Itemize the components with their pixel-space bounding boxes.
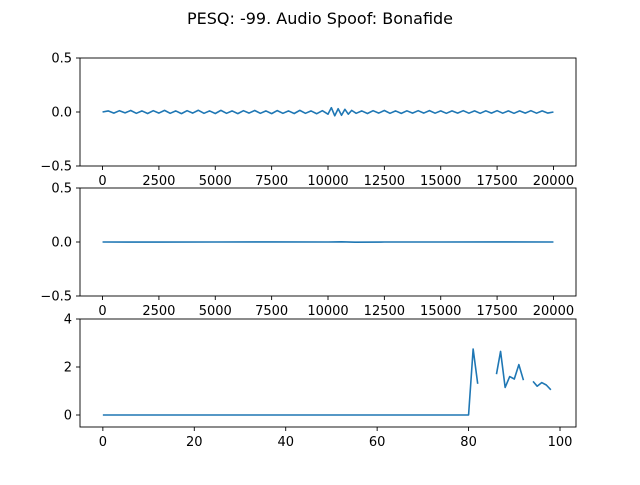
middle-x-tick-label: 15000: [420, 304, 461, 319]
top-x-tick-label: 12500: [364, 174, 405, 189]
top-y-tick-label: 0.5: [51, 52, 72, 67]
bottom-axes-frame: [80, 319, 576, 427]
bottom-x-tick-label: 0: [99, 435, 107, 450]
top-x-tick-label: 10000: [307, 174, 348, 189]
middle-x-tick-label: 20000: [533, 304, 574, 319]
middle-y-tick-label: 0.0: [51, 236, 72, 251]
bottom-x-tick-label: 20: [186, 435, 203, 450]
middle-y-tick-label: −0.5: [40, 290, 72, 305]
top-x-tick-label: 5000: [199, 174, 232, 189]
bottom-x-tick-label: 80: [460, 435, 477, 450]
top-x-tick-label: 7500: [255, 174, 288, 189]
figure-title: PESQ: -99. Audio Spoof: Bonafide: [187, 9, 453, 28]
top-x-tick-label: 0: [98, 174, 106, 189]
plot-middle: 0 2500 5000 7500 10000 12500 15000 17500 20000 −0…: [40, 182, 576, 320]
plot-top: 0 2500 5000 7500 10000 12500 15000 17500 20000 −0…: [40, 52, 576, 190]
middle-x-tick-label: 7500: [255, 304, 288, 319]
bottom-series-line-0: [103, 349, 551, 415]
middle-x-tick-label: 17500: [476, 304, 517, 319]
top-x-tick-label: 20000: [533, 174, 574, 189]
bottom-y-tick-label: 4: [64, 313, 72, 328]
bottom-y-tick-label: 0: [64, 409, 72, 424]
top-y-tick-label: 0.0: [51, 106, 72, 121]
middle-x-tick-label: 12500: [364, 304, 405, 319]
bottom-x-tick-label: 60: [369, 435, 386, 450]
middle-x-tick-label: 10000: [307, 304, 348, 319]
middle-x-tick-label: 0: [98, 304, 106, 319]
top-x-tick-label: 2500: [142, 174, 175, 189]
top-x-tick-label: 15000: [420, 174, 461, 189]
bottom-x-tick-label: 100: [548, 435, 573, 450]
middle-x-tick-label: 5000: [199, 304, 232, 319]
top-y-tick-label: −0.5: [40, 160, 72, 175]
top-series-line-0: [103, 108, 554, 116]
plot-bottom: 0 20 40 60 80 100 0 2 4: [64, 313, 576, 451]
middle-x-tick-label: 2500: [142, 304, 175, 319]
bottom-x-tick-label: 40: [277, 435, 294, 450]
top-x-tick-label: 17500: [476, 174, 517, 189]
bottom-y-tick-label: 2: [64, 361, 72, 376]
middle-y-tick-label: 0.5: [51, 182, 72, 197]
